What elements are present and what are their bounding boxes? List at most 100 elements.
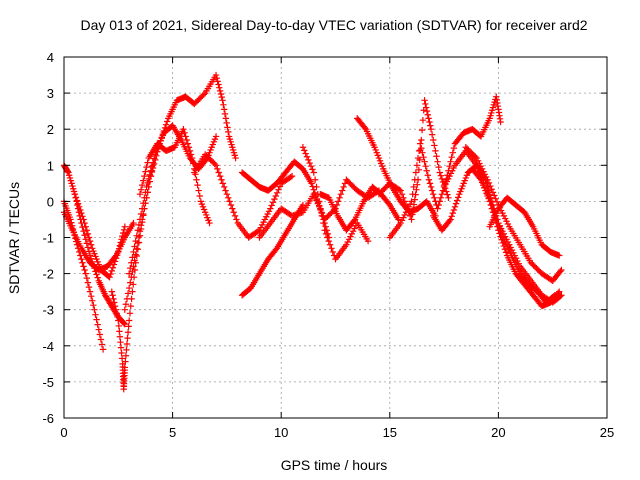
data-point (409, 206, 417, 213)
data-point (126, 310, 134, 317)
data-point (364, 237, 372, 245)
data-point (142, 168, 149, 175)
data-point (472, 153, 479, 160)
data-point (276, 183, 284, 190)
data-point (489, 209, 497, 216)
data-point (318, 212, 326, 220)
data-point (288, 172, 296, 180)
data-point (213, 75, 221, 82)
data-point (502, 249, 510, 256)
data-point (487, 201, 494, 209)
data-point (321, 227, 328, 234)
data-point (423, 167, 430, 174)
data-point (116, 333, 124, 340)
data-point (162, 121, 170, 128)
data-point (206, 219, 213, 227)
data-point (94, 274, 101, 281)
data-point (422, 100, 429, 108)
series-track-19 (440, 147, 565, 306)
data-point (230, 209, 237, 216)
data-point (491, 192, 498, 199)
data-point (120, 320, 128, 327)
data-point (125, 270, 133, 277)
data-point (147, 167, 155, 174)
data-point (453, 197, 461, 204)
y-tick-label: -1 (42, 231, 54, 246)
data-point (79, 259, 86, 266)
data-point (124, 334, 131, 342)
data-point (303, 153, 311, 160)
data-point (125, 317, 133, 324)
series-track-3 (60, 209, 137, 274)
data-point (137, 186, 145, 193)
data-point (427, 183, 435, 191)
data-point (325, 237, 332, 245)
data-point (92, 311, 99, 318)
y-axis-label: SDTVAR / TECUs (6, 182, 22, 294)
data-point (122, 352, 130, 359)
series-track-12 (256, 176, 383, 241)
data-point (311, 176, 319, 183)
data-point (214, 165, 221, 173)
data-point (316, 198, 323, 205)
data-point (86, 288, 94, 295)
data-point (223, 119, 230, 127)
data-point (90, 301, 97, 309)
axis-ticks: 0 5 10 15 20 25 -6 -5 -4 -3 -2 -1 0 1 2 3 4 (42, 50, 614, 440)
data-point (410, 183, 417, 191)
data-point (395, 216, 402, 223)
data-point (435, 163, 442, 171)
data-point (324, 234, 331, 241)
data-point (435, 201, 442, 209)
data-point (498, 236, 505, 243)
data-point (222, 187, 229, 194)
data-point (420, 153, 427, 161)
y-tick-label: 3 (47, 86, 54, 101)
data-point (339, 187, 346, 194)
data-point (148, 163, 156, 170)
data-point (226, 198, 233, 205)
data-point (81, 232, 88, 239)
data-point (499, 239, 506, 247)
data-point (220, 106, 228, 113)
data-point (335, 198, 342, 205)
data-point (275, 186, 282, 193)
data-point (337, 190, 345, 198)
data-point (81, 266, 88, 274)
data-point (122, 358, 129, 365)
data-point (119, 229, 127, 237)
data-point (114, 313, 121, 321)
data-point (426, 180, 434, 187)
data-point (80, 216, 87, 223)
data-point (437, 172, 445, 179)
series-track-21 (486, 194, 563, 259)
data-point (116, 328, 123, 335)
data-point (182, 133, 189, 140)
data-point (231, 212, 239, 220)
data-point (434, 158, 441, 165)
data-point (446, 163, 453, 170)
data-point (133, 252, 140, 260)
data-point (97, 336, 105, 343)
data-point (299, 144, 307, 151)
data-point (427, 126, 435, 133)
y-tick-label: 0 (47, 194, 54, 209)
data-point (307, 163, 315, 170)
data-point (419, 116, 427, 124)
data-point (84, 230, 92, 238)
data-point (218, 93, 225, 101)
data-point (143, 183, 150, 191)
data-point (114, 251, 121, 259)
series-track-1 (60, 162, 129, 328)
data-point (301, 147, 308, 154)
data-point (424, 111, 432, 118)
data-point (558, 292, 565, 299)
data-point (146, 171, 153, 178)
data-point (439, 187, 447, 194)
data-point (449, 149, 456, 156)
data-point (494, 223, 501, 230)
data-point (306, 159, 313, 167)
data-point (413, 162, 421, 169)
x-tick-label: 0 (60, 425, 67, 440)
